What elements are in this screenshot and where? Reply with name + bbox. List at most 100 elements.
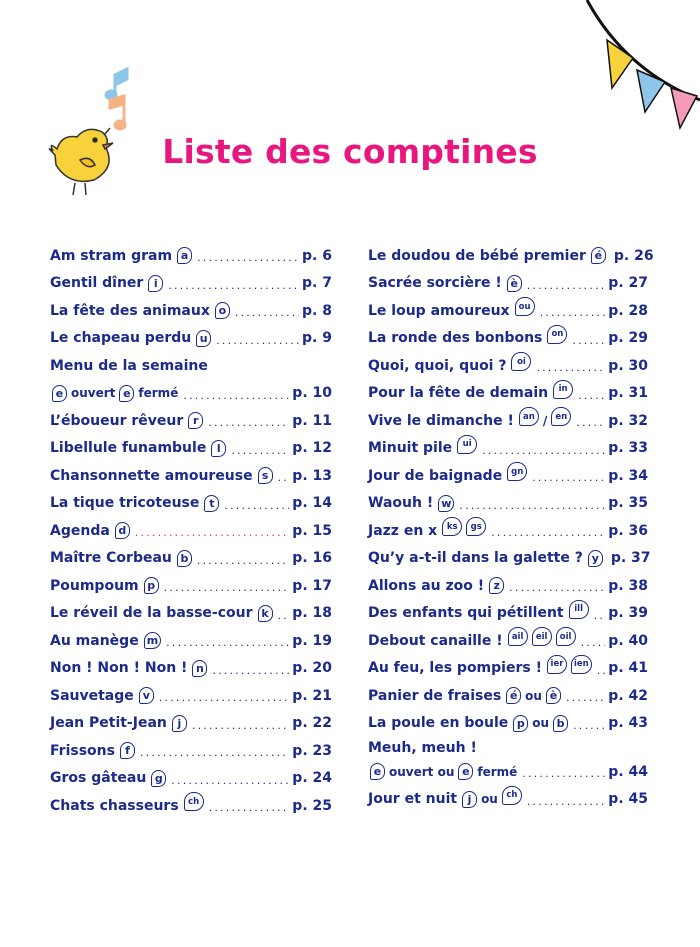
page-number: p. 44 — [608, 763, 648, 780]
toc-entry[interactable]: Des enfants qui pétillentill............… — [368, 599, 648, 628]
toc-entry[interactable]: La poule en boulepoub...................… — [368, 710, 648, 738]
toc-entry[interactable]: Quoi, quoi, quoi ?oi....................… — [368, 352, 648, 380]
sound-badge: ill — [568, 599, 589, 619]
dot-leader: ........................................… — [572, 333, 605, 347]
sound-badge: gn — [507, 462, 528, 482]
toc-entry[interactable]: La fête des animauxo....................… — [50, 297, 332, 325]
entry-text: ou — [481, 792, 498, 807]
toc-entry[interactable]: Le loup amoureuxou......................… — [368, 297, 648, 325]
sound-badge: ien — [570, 654, 592, 674]
sound-badge: in — [553, 379, 574, 399]
page-number: p. 24 — [292, 770, 332, 787]
page-number: p. 30 — [608, 357, 648, 374]
toc-entry[interactable]: Jean Petit-Jeanj........................… — [50, 710, 332, 738]
dot-leader: ........................................… — [212, 663, 289, 677]
dot-leader: ........................................… — [166, 636, 289, 650]
toc-entry[interactable]: La tique tricoteuset....................… — [50, 490, 332, 518]
dot-leader: ........................................… — [482, 443, 605, 457]
dot-leader: ........................................… — [208, 416, 289, 430]
toc-entry[interactable]: Le réveil de la basse-courk.............… — [50, 600, 332, 628]
toc-entry[interactable]: Sauvetagev..............................… — [50, 682, 332, 710]
entry-title: Panier de fraises — [368, 687, 502, 704]
sound-badge: a — [177, 247, 193, 265]
page-number: p. 31 — [608, 385, 648, 402]
entry-text: ouvert — [71, 386, 116, 401]
dot-leader: ........................................… — [171, 773, 289, 787]
toc-entry[interactable]: Debout canaille !aileiloil..............… — [368, 627, 648, 655]
page-number: p. 19 — [292, 632, 332, 649]
toc-entry[interactable]: Pour la fête de demainin................… — [368, 379, 648, 408]
toc-entry[interactable]: Jour de baignadegn......................… — [368, 462, 648, 490]
sound-badge: n — [192, 659, 208, 677]
sound-badge: t — [204, 494, 220, 512]
page-title: Liste des comptines — [162, 132, 538, 171]
toc-entry[interactable]: La ronde des bonbonson..................… — [368, 324, 648, 353]
toc-entry[interactable]: Qu’y a-t-il dans la galette ?y..........… — [368, 545, 651, 573]
toc-entry[interactable]: Non ! Non ! Non !n......................… — [50, 655, 332, 683]
toc-entry[interactable]: Jour et nuitjouch.......................… — [368, 785, 648, 814]
sound-badge: z — [489, 577, 505, 595]
sound-badge: on — [547, 324, 568, 344]
toc-entry[interactable]: Gentil dîneri...........................… — [50, 270, 332, 298]
entry-title: Au manège — [50, 632, 139, 649]
toc-entry[interactable]: Am stram grama..........................… — [50, 242, 332, 270]
sound-badge: oi — [511, 352, 532, 372]
entry-title: Quoi, quoi, quoi ? — [368, 357, 507, 374]
toc-entry[interactable]: Chansonnette amoureuses.................… — [50, 462, 332, 490]
page-number: p. 35 — [608, 495, 648, 512]
page-number: p. 42 — [608, 687, 648, 704]
toc-entry[interactable]: Libellule funambulel....................… — [50, 435, 332, 463]
toc-entry[interactable]: Allons au zoo !z........................… — [368, 572, 648, 600]
toc-entry[interactable]: Au manègem..............................… — [50, 627, 332, 655]
sound-badge: v — [138, 687, 154, 705]
sound-badge: ail — [507, 627, 528, 647]
toc-entry[interactable]: Panier de fraiseséouè...................… — [368, 682, 648, 710]
entry-title: Sauvetage — [50, 687, 134, 704]
entry-title: Jour de baignade — [368, 467, 503, 484]
page-number: p. 14 — [292, 495, 332, 512]
entry-title: Jazz en x — [368, 522, 438, 539]
sound-badge: oil — [555, 627, 576, 647]
toc-entry[interactable]: L’éboueur rêveurr.......................… — [50, 407, 332, 435]
entry-title: Gentil dîner — [50, 275, 144, 292]
toc-entry[interactable]: eouvertefermé...........................… — [50, 380, 332, 408]
toc-entry[interactable]: Le doudou de bébé premieré..............… — [368, 242, 654, 270]
toc-entry[interactable]: Frissonsf...............................… — [50, 737, 332, 765]
entry-title: Qu’y a-t-il dans la galette ? — [368, 550, 583, 567]
toc-entry[interactable]: Gros gâteaug............................… — [50, 765, 332, 793]
dot-leader: ........................................… — [526, 278, 606, 292]
entry-title: Agenda — [50, 522, 110, 539]
toc-entry[interactable]: Poumpoump...............................… — [50, 572, 332, 600]
entry-title: Debout canaille ! — [368, 632, 503, 649]
sound-badge: en — [551, 407, 572, 427]
toc-entry[interactable]: Le chapeau perduu.......................… — [50, 325, 332, 353]
toc-entry[interactable]: Au feu, les pompiers !ierien............… — [368, 654, 648, 683]
entry-title: Poumpoum — [50, 577, 139, 594]
toc-entry[interactable]: Minuit pileui...........................… — [368, 434, 648, 463]
sound-badge: g — [151, 769, 167, 787]
toc-entry[interactable]: Agendad.................................… — [50, 517, 332, 545]
sound-badge: p — [143, 577, 159, 595]
bunting-decoration — [585, 0, 700, 131]
toc-entry[interactable]: Maître Corbeaub.........................… — [50, 545, 332, 573]
entry-text: fermé — [477, 764, 518, 779]
toc-entry[interactable]: Waouh !w................................… — [368, 490, 648, 518]
page-number: p. 34 — [608, 467, 648, 484]
page-number: p. 23 — [292, 742, 332, 759]
toc-entry[interactable]: Sacrée sorcière !è......................… — [368, 270, 648, 298]
page-number: p. 10 — [292, 385, 332, 402]
dot-leader: ........................................… — [509, 581, 606, 595]
toc-entry: Meuh, meuh ! — [368, 737, 648, 758]
dot-leader: ........................................… — [593, 608, 606, 622]
dot-leader: ........................................… — [539, 306, 606, 320]
sound-badge: é — [506, 687, 522, 705]
entry-title: Le réveil de la basse-cour — [50, 605, 253, 622]
entry-title: L’éboueur rêveur — [50, 412, 184, 429]
sound-badge: y — [587, 549, 603, 567]
page-number: p. 16 — [292, 550, 332, 567]
page-number: p. 28 — [608, 302, 648, 319]
toc-entry[interactable]: Chats chasseursch.......................… — [50, 792, 332, 820]
toc-entry[interactable]: Jazz en xksgs...........................… — [368, 517, 648, 545]
toc-entry[interactable]: Vive le dimanche !an/en.................… — [368, 407, 648, 435]
